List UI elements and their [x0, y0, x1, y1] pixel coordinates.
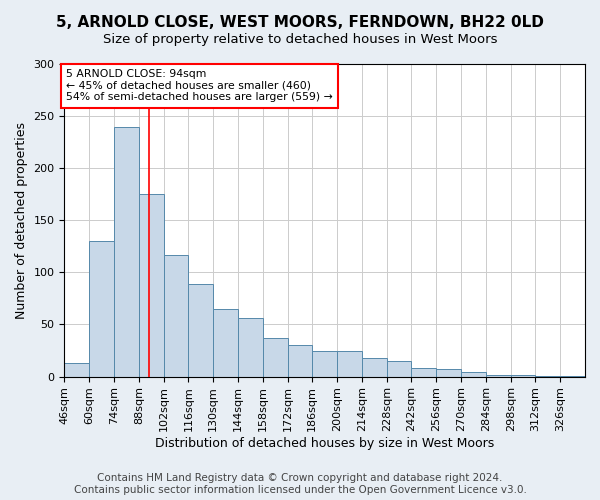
Bar — [213, 309, 238, 376]
Bar — [461, 372, 486, 376]
Bar — [164, 254, 188, 376]
Bar — [412, 368, 436, 376]
Bar — [114, 126, 139, 376]
Text: 5, ARNOLD CLOSE, WEST MOORS, FERNDOWN, BH22 0LD: 5, ARNOLD CLOSE, WEST MOORS, FERNDOWN, B… — [56, 15, 544, 30]
Bar — [486, 374, 511, 376]
Text: 5 ARNOLD CLOSE: 94sqm
← 45% of detached houses are smaller (460)
54% of semi-det: 5 ARNOLD CLOSE: 94sqm ← 45% of detached … — [66, 69, 333, 102]
Bar — [139, 194, 164, 376]
Bar — [436, 370, 461, 376]
Bar — [287, 346, 313, 376]
Bar — [64, 363, 89, 376]
Bar — [238, 318, 263, 376]
Text: Size of property relative to detached houses in West Moors: Size of property relative to detached ho… — [103, 32, 497, 46]
Bar — [263, 338, 287, 376]
Text: Contains HM Land Registry data © Crown copyright and database right 2024.
Contai: Contains HM Land Registry data © Crown c… — [74, 474, 526, 495]
Bar — [337, 350, 362, 376]
Bar — [89, 241, 114, 376]
X-axis label: Distribution of detached houses by size in West Moors: Distribution of detached houses by size … — [155, 437, 494, 450]
Bar — [511, 374, 535, 376]
Bar — [386, 361, 412, 376]
Y-axis label: Number of detached properties: Number of detached properties — [15, 122, 28, 319]
Bar — [188, 284, 213, 376]
Bar — [313, 350, 337, 376]
Bar — [362, 358, 386, 376]
